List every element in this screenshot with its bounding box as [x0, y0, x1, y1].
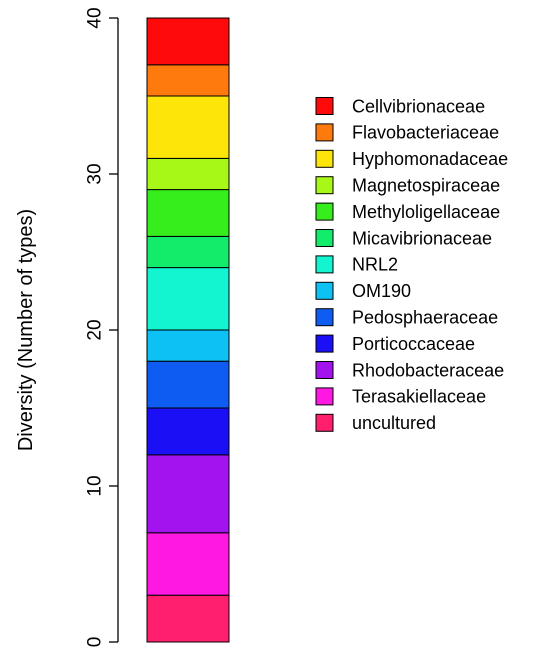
legend-swatch-uncultured — [315, 413, 334, 432]
legend-label-rhodobacteraceae: Rhodobacteraceae — [352, 360, 504, 380]
bar-segment-magnetospiraceae — [146, 157, 230, 191]
y-tick-label-1: 10 — [85, 475, 106, 496]
legend-label-porticoccaceae: Porticoccaceae — [352, 334, 475, 354]
legend-swatch-porticoccaceae — [315, 334, 334, 353]
bar-segment-terasakiellaceae — [146, 532, 230, 596]
legend-label-cellvibrionaceae: Cellvibrionaceae — [352, 96, 485, 116]
bar-segment-rhodobacteraceae — [146, 454, 230, 534]
legend-label-flavobacteriaceae: Flavobacteriaceae — [352, 123, 499, 143]
y-axis-label: Diversity (Number of types) — [15, 209, 37, 451]
legend-swatch-methyloligellaceae — [315, 202, 334, 221]
legend-swatch-terasakiellaceae — [315, 387, 334, 406]
legend-label-micavibrionaceae: Micavibrionaceae — [352, 228, 492, 248]
legend-label-om190: OM190 — [352, 281, 411, 301]
bar-segment-uncultured — [146, 594, 230, 643]
bar-segment-porticoccaceae — [146, 407, 230, 456]
bar-segment-om190 — [146, 329, 230, 362]
legend-label-pedosphaeraceae: Pedosphaeraceae — [352, 308, 498, 328]
legend-swatch-om190 — [315, 281, 334, 300]
bar-segment-micavibrionaceae — [146, 235, 230, 269]
legend-label-terasakiellaceae: Terasakiellaceae — [352, 387, 486, 407]
bar-segment-pedosphaeraceae — [146, 360, 230, 409]
y-tick-label-3: 30 — [85, 163, 106, 184]
stacked-bar — [146, 17, 230, 643]
legend-swatch-pedosphaeraceae — [315, 308, 334, 327]
legend-swatch-nrl2 — [315, 255, 334, 274]
y-tick-label-2: 20 — [85, 319, 106, 340]
bar-segment-cellvibrionaceae — [146, 17, 230, 66]
legend-label-uncultured: uncultured — [352, 413, 436, 433]
legend: Cellvibrionaceae Flavobacteriaceae Hyphomo… — [315, 96, 508, 433]
legend-label-nrl2: NRL2 — [352, 255, 398, 275]
legend-label-magnetospiraceae: Magnetospiraceae — [352, 176, 500, 196]
y-tick-label-0: 0 — [85, 637, 106, 648]
legend-swatch-micavibrionaceae — [315, 229, 334, 247]
bar-segment-flavobacteriaceae — [146, 64, 230, 97]
legend-swatch-magnetospiraceae — [315, 176, 334, 195]
bar-segment-nrl2 — [146, 267, 230, 331]
legend-swatch-flavobacteriaceae — [315, 123, 334, 142]
y-axis: 0 10 20 30 40 — [85, 7, 119, 648]
legend-swatch-hyphomonadaceae — [315, 149, 334, 168]
y-tick-label-4: 40 — [85, 7, 106, 28]
bar-segment-methyloligellaceae — [146, 189, 230, 237]
legend-swatch-cellvibrionaceae — [315, 97, 334, 115]
legend-swatch-rhodobacteraceae — [315, 361, 334, 379]
bar-segment-hyphomonadaceae — [146, 95, 230, 159]
legend-label-hyphomonadaceae: Hyphomonadaceae — [352, 149, 508, 169]
legend-label-methyloligellaceae: Methyloligellaceae — [352, 202, 500, 222]
